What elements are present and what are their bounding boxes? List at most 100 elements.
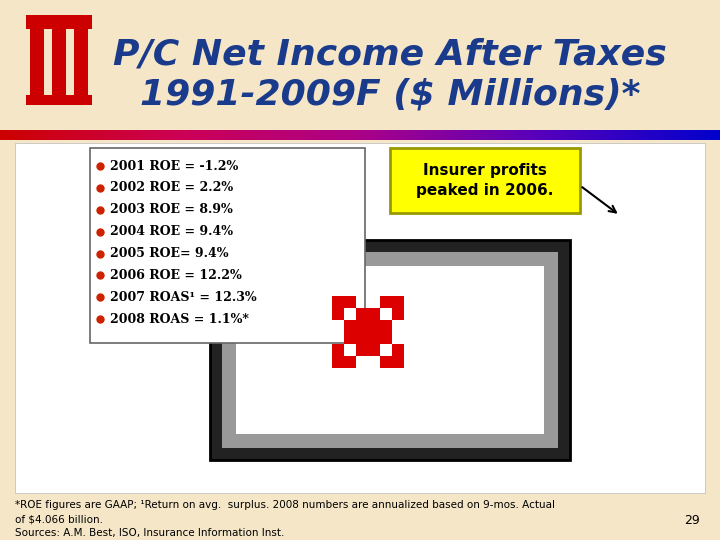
Bar: [216, 130, 219, 140]
Bar: [618, 130, 620, 140]
Bar: [58, 130, 60, 140]
Bar: [613, 130, 616, 140]
Bar: [713, 130, 716, 140]
Bar: [445, 130, 447, 140]
Bar: [596, 130, 598, 140]
Bar: [173, 130, 176, 140]
Bar: [414, 130, 417, 140]
Bar: [606, 130, 609, 140]
Bar: [15, 143, 705, 493]
Bar: [541, 130, 544, 140]
Bar: [661, 130, 663, 140]
Bar: [174, 130, 177, 140]
Bar: [194, 130, 197, 140]
Bar: [210, 240, 570, 460]
Bar: [467, 130, 469, 140]
Bar: [560, 130, 562, 140]
Bar: [405, 130, 408, 140]
Bar: [432, 130, 435, 140]
Bar: [90, 130, 93, 140]
Bar: [635, 130, 638, 140]
Text: *ROE figures are GAAP; ¹Return on avg.  surplus. 2008 numbers are annualized bas: *ROE figures are GAAP; ¹Return on avg. s…: [15, 500, 555, 510]
Bar: [707, 130, 710, 140]
Bar: [333, 296, 344, 308]
Bar: [30, 130, 33, 140]
Bar: [239, 130, 242, 140]
Bar: [304, 130, 307, 140]
Bar: [536, 130, 539, 140]
Bar: [503, 130, 505, 140]
Bar: [365, 130, 368, 140]
Bar: [421, 130, 424, 140]
Bar: [238, 130, 240, 140]
Bar: [498, 130, 501, 140]
Bar: [510, 130, 512, 140]
Bar: [145, 130, 148, 140]
Bar: [320, 130, 323, 140]
Bar: [114, 130, 116, 140]
Bar: [454, 130, 456, 140]
Bar: [367, 130, 370, 140]
Bar: [450, 130, 453, 140]
Bar: [697, 130, 699, 140]
Bar: [346, 130, 348, 140]
Bar: [719, 130, 720, 140]
Bar: [625, 130, 627, 140]
Bar: [9, 130, 12, 140]
Bar: [74, 25, 88, 100]
Bar: [167, 130, 170, 140]
Bar: [392, 130, 395, 140]
Bar: [66, 130, 69, 140]
Bar: [319, 130, 321, 140]
Bar: [673, 130, 676, 140]
Bar: [565, 130, 568, 140]
Bar: [311, 130, 314, 140]
Bar: [409, 130, 411, 140]
Text: 2006 ROE = 12.2%: 2006 ROE = 12.2%: [110, 269, 242, 282]
Bar: [531, 130, 534, 140]
Bar: [90, 148, 365, 343]
Bar: [395, 130, 397, 140]
Bar: [268, 130, 271, 140]
Bar: [709, 130, 712, 140]
Bar: [1, 130, 4, 140]
Bar: [598, 130, 600, 140]
Bar: [493, 130, 496, 140]
Bar: [155, 130, 158, 140]
Bar: [380, 130, 382, 140]
Bar: [410, 130, 413, 140]
Bar: [418, 130, 420, 140]
Bar: [333, 308, 344, 320]
Bar: [333, 345, 344, 356]
Bar: [263, 130, 266, 140]
Bar: [32, 130, 35, 140]
Bar: [135, 130, 138, 140]
Bar: [392, 308, 405, 320]
Bar: [215, 130, 217, 140]
Bar: [61, 130, 64, 140]
Bar: [125, 130, 127, 140]
Bar: [477, 130, 480, 140]
Bar: [402, 130, 404, 140]
Bar: [544, 130, 546, 140]
Bar: [455, 130, 458, 140]
Bar: [209, 130, 212, 140]
Bar: [392, 296, 405, 308]
Bar: [265, 130, 267, 140]
Text: 2005 ROE= 9.4%: 2005 ROE= 9.4%: [110, 247, 228, 260]
Bar: [654, 130, 656, 140]
Bar: [148, 130, 150, 140]
Bar: [112, 130, 114, 140]
Bar: [657, 130, 660, 140]
Bar: [594, 130, 597, 140]
Bar: [76, 130, 78, 140]
Bar: [714, 130, 717, 140]
Bar: [690, 130, 692, 140]
Bar: [526, 130, 528, 140]
Bar: [101, 130, 104, 140]
Bar: [521, 130, 523, 140]
Bar: [115, 130, 118, 140]
Bar: [333, 130, 336, 140]
Bar: [619, 130, 622, 140]
Bar: [576, 130, 579, 140]
